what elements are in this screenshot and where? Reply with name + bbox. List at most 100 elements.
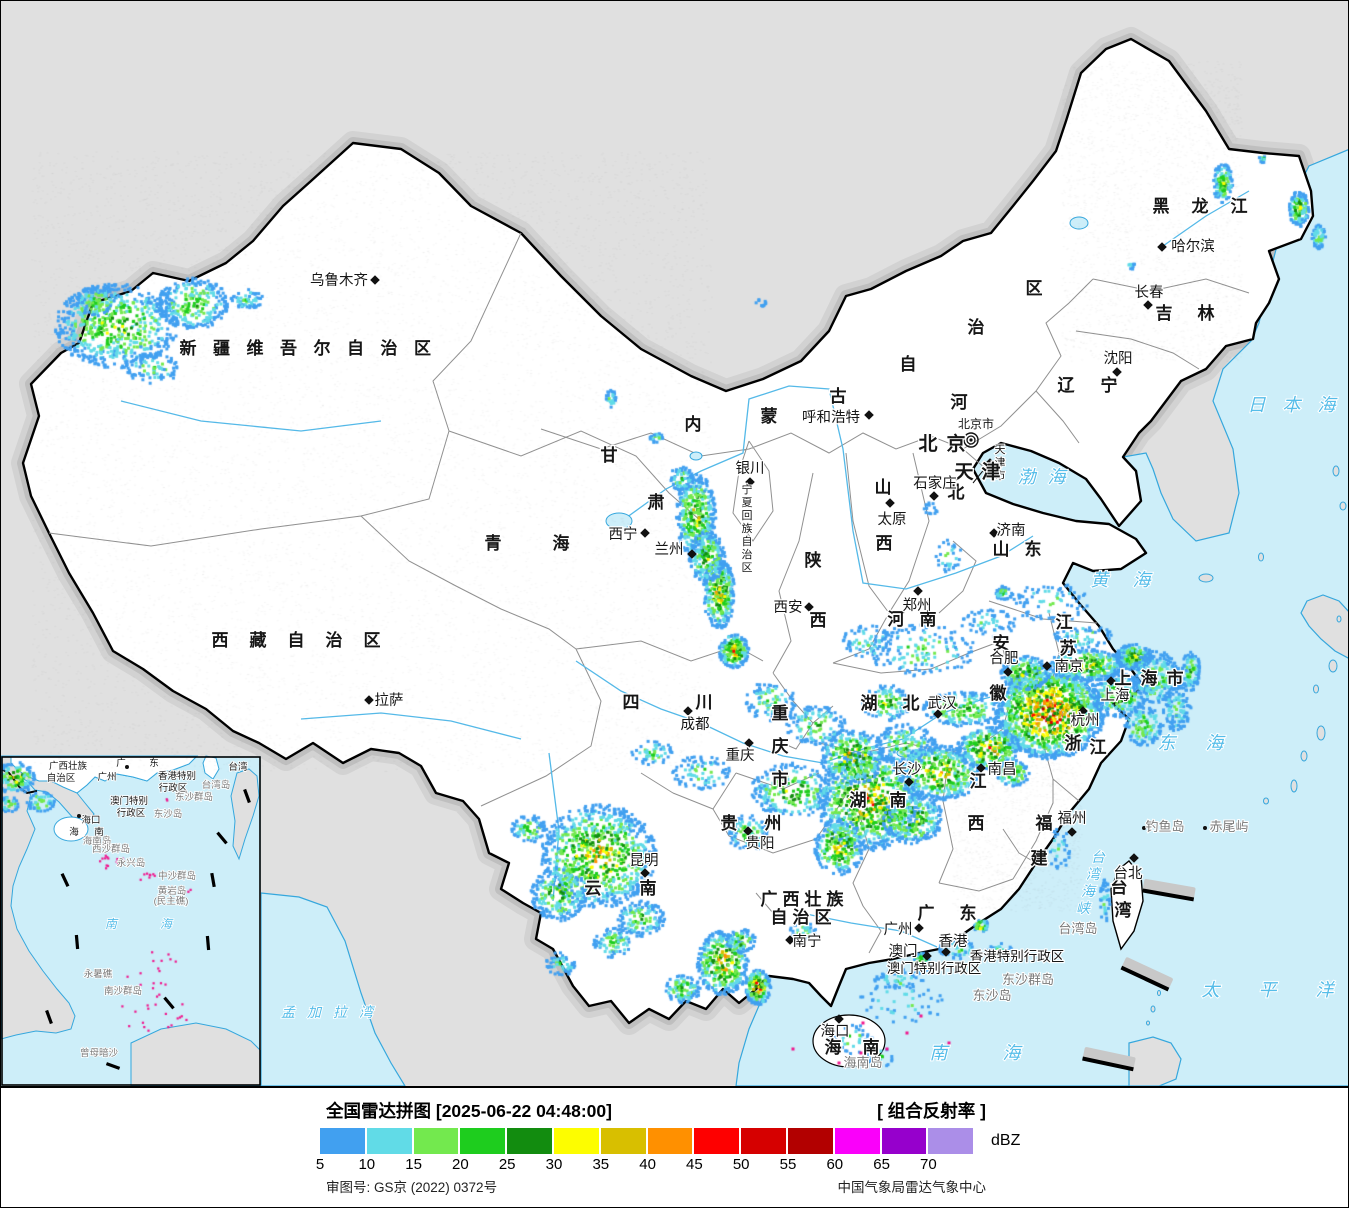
svg-text:太: 太 <box>1202 980 1222 1000</box>
svg-text:天: 天 <box>995 444 1006 456</box>
svg-text:四: 四 <box>623 693 640 712</box>
svg-text:江: 江 <box>1231 197 1248 216</box>
svg-text:林: 林 <box>1198 303 1215 323</box>
svg-text:治: 治 <box>793 907 810 927</box>
svg-text:北: 北 <box>948 483 965 502</box>
map-license-number: 审图号: GS京 (2022) 0372号 <box>326 1180 498 1195</box>
svg-text:南: 南 <box>94 826 104 838</box>
svg-text:徽: 徽 <box>989 683 1008 703</box>
colorbar-tick: 60 <box>826 1156 844 1173</box>
svg-text:石家庄: 石家庄 <box>913 474 957 492</box>
svg-text:区: 区 <box>742 562 753 574</box>
colorbar-tick: 15 <box>405 1156 422 1173</box>
svg-text:广: 广 <box>116 757 126 769</box>
svg-text:族: 族 <box>742 521 753 535</box>
svg-text:台: 台 <box>1091 849 1106 865</box>
svg-text:哈尔滨: 哈尔滨 <box>1171 238 1215 255</box>
svg-text:台: 台 <box>1111 877 1128 897</box>
svg-text:海: 海 <box>1318 395 1339 415</box>
colorbar-tick: 30 <box>545 1156 563 1173</box>
svg-text:沈阳: 沈阳 <box>1104 350 1133 367</box>
svg-text:区: 区 <box>364 631 381 650</box>
colorbar-tick: 40 <box>639 1156 656 1173</box>
svg-text:广西壮族: 广西壮族 <box>49 760 88 772</box>
svg-text:平: 平 <box>1259 980 1279 1000</box>
svg-text:曾母暗沙: 曾母暗沙 <box>80 1047 119 1059</box>
svg-text:台湾岛: 台湾岛 <box>1058 921 1097 936</box>
colorbar-segment <box>787 1128 833 1154</box>
svg-text:维: 维 <box>247 338 264 358</box>
svg-text:庆: 庆 <box>772 736 789 756</box>
svg-text:京: 京 <box>946 432 965 455</box>
svg-text:澳门特别行政区: 澳门特别行政区 <box>887 961 982 976</box>
svg-text:南宁: 南宁 <box>793 933 822 950</box>
svg-text:西: 西 <box>783 890 800 909</box>
svg-text:广州: 广州 <box>884 921 913 938</box>
svg-text:治: 治 <box>742 547 753 561</box>
svg-text:江: 江 <box>1090 738 1107 757</box>
svg-text:宁: 宁 <box>1101 375 1118 395</box>
colorbar-segment <box>460 1128 506 1154</box>
svg-text:上: 上 <box>1115 669 1132 688</box>
colorbar-segment <box>553 1128 599 1154</box>
svg-text:藏: 藏 <box>250 631 267 650</box>
svg-text:中沙群岛: 中沙群岛 <box>158 870 196 882</box>
svg-text:北: 北 <box>903 694 920 713</box>
svg-text:洋: 洋 <box>1316 980 1336 1000</box>
svg-text:东沙岛: 东沙岛 <box>972 988 1011 1003</box>
svg-text:治: 治 <box>381 338 398 358</box>
svg-text:治: 治 <box>326 630 343 650</box>
svg-text:市: 市 <box>995 468 1006 482</box>
svg-text:南: 南 <box>640 878 657 898</box>
svg-text:海: 海 <box>160 917 174 931</box>
svg-text:古: 古 <box>830 386 847 406</box>
svg-text:吾: 吾 <box>280 339 297 358</box>
colorbar-tick: 70 <box>920 1156 937 1173</box>
svg-text:福州: 福州 <box>1058 810 1087 827</box>
svg-text:贵: 贵 <box>721 813 738 833</box>
svg-text:疆: 疆 <box>213 339 230 358</box>
svg-text:香港特别: 香港特别 <box>158 770 196 782</box>
colorbar-segment <box>320 1128 365 1154</box>
svg-text:黄: 黄 <box>1091 570 1111 590</box>
svg-text:合肥: 合肥 <box>990 650 1019 667</box>
svg-text:重庆: 重庆 <box>726 747 755 764</box>
svg-text:川: 川 <box>695 693 713 712</box>
svg-text:海: 海 <box>1048 467 1069 487</box>
svg-text:海: 海 <box>825 1037 842 1057</box>
map-labels: 新疆维吾尔自治区西藏自治区青 海甘肃陕西山西河北山 东河 南安徽江苏浙 江福建台湾江西湖… <box>46 195 1339 1071</box>
svg-text:澳门特别: 澳门特别 <box>110 795 148 807</box>
svg-text:海: 海 <box>1133 570 1154 590</box>
colorbar-segment <box>881 1128 927 1154</box>
svg-text:区: 区 <box>414 339 431 358</box>
colorbar-segment <box>647 1128 693 1154</box>
svg-text:自: 自 <box>900 354 917 374</box>
svg-text:东: 东 <box>1158 733 1178 753</box>
svg-text:郑州: 郑州 <box>903 597 932 614</box>
agency-name: 中国气象局雷达气象中心 <box>837 1180 987 1195</box>
colorbar-segment <box>741 1128 786 1154</box>
svg-text:津: 津 <box>981 460 1000 483</box>
svg-text:行政区: 行政区 <box>117 807 146 819</box>
svg-text:长沙: 长沙 <box>893 761 922 778</box>
svg-text:渤: 渤 <box>1018 467 1038 487</box>
colorbar-tick: 45 <box>686 1156 703 1173</box>
svg-text:南: 南 <box>105 917 119 931</box>
colorbar-segment <box>507 1128 552 1154</box>
svg-text:浙: 浙 <box>1065 733 1082 753</box>
svg-text:海口: 海口 <box>81 814 100 826</box>
svg-text:东沙群岛: 东沙群岛 <box>1002 972 1054 987</box>
svg-text:海: 海 <box>69 826 79 838</box>
svg-text:辽: 辽 <box>1058 376 1076 395</box>
svg-text:广: 广 <box>918 903 935 923</box>
svg-text:自: 自 <box>771 907 788 927</box>
svg-text:南: 南 <box>863 1037 880 1057</box>
svg-text:青: 青 <box>485 533 502 553</box>
svg-text:山: 山 <box>875 478 892 497</box>
svg-text:西: 西 <box>212 631 229 650</box>
colorbar-segment <box>928 1128 974 1154</box>
colorbar-unit: dBZ <box>991 1132 1021 1149</box>
svg-text:自: 自 <box>742 535 753 548</box>
svg-text:自治区: 自治区 <box>47 772 76 784</box>
